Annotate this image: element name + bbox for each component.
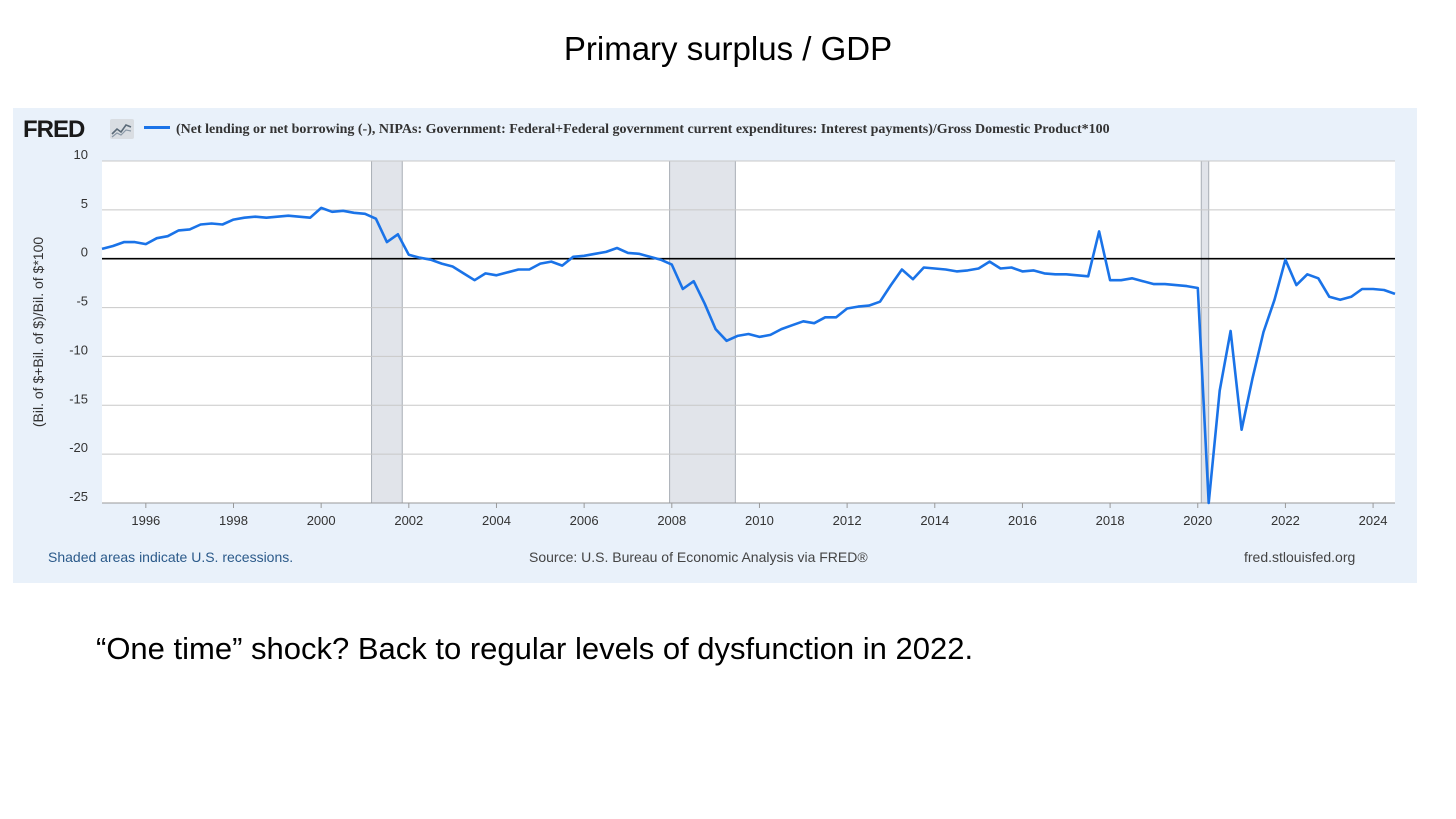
chart-legend: (Net lending or net borrowing (-), NIPAs…: [144, 122, 1110, 138]
y-tick-label: 10: [74, 147, 88, 162]
slide-caption: “One time” shock? Back to regular levels…: [96, 631, 974, 666]
y-axis-label: (Bil. of $+Bil. of $)/Bil. of $*100: [30, 237, 46, 427]
fred-site-link[interactable]: fred.stlouisfed.org: [1244, 549, 1356, 565]
y-tick-label: -10: [69, 342, 88, 357]
x-tick-label: 2006: [570, 513, 599, 528]
x-tick-label: 2002: [394, 513, 423, 528]
series-line: [101, 206, 1396, 505]
x-tick-label: 2000: [307, 513, 336, 528]
x-tick-label: 2008: [657, 513, 686, 528]
recession-band: [371, 160, 403, 504]
x-tick-label: 2022: [1271, 513, 1300, 528]
y-tick-label: -25: [69, 489, 88, 504]
fred-logo[interactable]: FRED: [23, 116, 85, 143]
x-tick-label: 1998: [219, 513, 248, 528]
plot-area: [102, 161, 1395, 503]
x-tick-label: 2018: [1096, 513, 1125, 528]
line-chart-icon: [110, 119, 134, 139]
x-tick-label: 2020: [1183, 513, 1212, 528]
x-tick-label: 2012: [833, 513, 862, 528]
y-tick-label: -15: [69, 391, 88, 406]
y-tick-label: -5: [76, 294, 88, 309]
x-tick-label: 2010: [745, 513, 774, 528]
recession-note[interactable]: Shaded areas indicate U.S. recessions.: [48, 549, 294, 565]
y-tick-label: 0: [81, 245, 88, 260]
y-tick-label: -20: [69, 440, 88, 455]
legend-swatch: [144, 126, 170, 130]
chart-svg: 10 5 0 -5 -10 -15 -20 -25 1996 1998 2000 2002 2004 20…: [30, 147, 1396, 528]
y-tick-label: 5: [81, 196, 88, 211]
fred-chart-panel: 10 5 0 -5 -10 -15 -20 -25 1996 1998 2000 2002 2004 20…: [13, 108, 1417, 583]
x-tick-label: 2024: [1359, 513, 1388, 528]
x-tick-label: 2004: [482, 513, 511, 528]
recession-band: [669, 160, 736, 504]
x-tick-label: 2016: [1008, 513, 1037, 528]
slide-title: Primary surplus / GDP: [563, 30, 893, 67]
legend-label: (Net lending or net borrowing (-), NIPAs…: [176, 122, 1110, 137]
x-tick-label: 2014: [920, 513, 949, 528]
source-note: Source: U.S. Bureau of Economic Analysis…: [529, 549, 868, 565]
x-tick-label: 1996: [131, 513, 160, 528]
